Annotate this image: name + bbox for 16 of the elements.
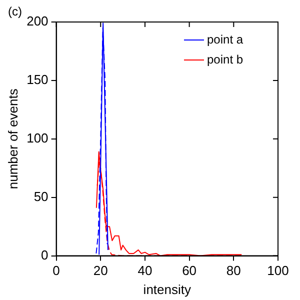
x-tick-label: 60 bbox=[182, 263, 197, 278]
y-tick-label: 150 bbox=[26, 72, 48, 88]
y-tick-label: 50 bbox=[34, 188, 48, 204]
x-axis-title: intensity bbox=[143, 282, 192, 297]
y-tick-label: 0 bbox=[41, 247, 48, 262]
legend-label: point a bbox=[207, 32, 244, 46]
x-tick-label: 40 bbox=[138, 263, 152, 278]
y-tick-label: 100 bbox=[26, 130, 48, 146]
text: (c) bbox=[8, 4, 22, 18]
y-tick-label: 200 bbox=[26, 14, 48, 29]
y-axis-title: number of events bbox=[5, 88, 20, 190]
x-tick-label: 0 bbox=[52, 263, 60, 278]
legend-label: point b bbox=[207, 52, 244, 66]
x-tick-label: 20 bbox=[93, 263, 108, 278]
x-tick-label: 80 bbox=[226, 263, 241, 278]
x-tick-label: 100 bbox=[267, 263, 289, 278]
